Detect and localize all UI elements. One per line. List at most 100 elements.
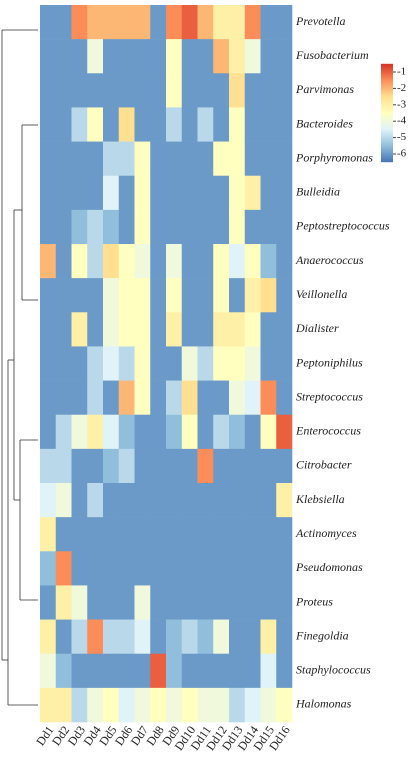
heat-cell <box>197 517 214 552</box>
heat-cell <box>197 175 214 211</box>
heat-cell <box>87 141 104 177</box>
heat-cell <box>118 380 135 416</box>
heat-cell <box>118 73 135 108</box>
heat-cell <box>229 448 246 484</box>
row-label: Pseudomonas <box>295 560 363 574</box>
heat-cell <box>166 175 183 211</box>
row-label: Staphylococcus <box>296 663 371 677</box>
heat-cell <box>276 244 293 279</box>
heat-cell <box>229 73 246 108</box>
row-label: Anaerococcus <box>295 253 364 267</box>
heat-cell <box>276 175 293 211</box>
heat-cell <box>166 448 183 484</box>
heat-cell <box>213 380 230 416</box>
heat-cell <box>55 39 72 74</box>
heat-cell <box>103 551 120 586</box>
heat-cell <box>181 244 198 279</box>
heat-cell <box>150 5 167 40</box>
heat-cell <box>118 585 135 620</box>
heat-cell <box>229 39 246 74</box>
heat-cell <box>103 312 120 347</box>
heat-cell <box>87 107 104 142</box>
heat-cell <box>150 73 167 108</box>
heat-cell <box>40 141 57 177</box>
heat-cell <box>55 312 72 347</box>
colorbar-tick-label: -2 <box>397 82 406 94</box>
heat-cell <box>166 619 183 655</box>
heat-cell <box>197 244 214 279</box>
heat-cell <box>229 380 246 416</box>
heat-cell <box>134 551 151 586</box>
row-label: Actinomyces <box>295 526 357 540</box>
heat-cell <box>166 380 183 416</box>
heat-cell <box>244 278 261 313</box>
heat-cell <box>134 687 151 723</box>
heat-cell <box>55 448 72 484</box>
heat-cell <box>103 209 120 245</box>
heat-cell <box>276 209 293 245</box>
heat-cell <box>40 175 57 211</box>
heat-cell <box>244 448 261 484</box>
heat-cell <box>229 278 246 313</box>
heat-cell <box>118 244 135 279</box>
heat-cell <box>181 107 198 142</box>
heat-cell <box>87 414 104 450</box>
row-label: Citrobacter <box>296 458 352 472</box>
row-label: Prevotella <box>295 14 346 28</box>
heat-cell <box>229 687 246 723</box>
heat-cell <box>40 585 57 620</box>
heat-cell <box>87 175 104 211</box>
heat-cell <box>87 39 104 74</box>
colorbar-tick-label: -3 <box>397 98 407 110</box>
heat-cell <box>276 448 293 484</box>
heat-cell <box>197 414 214 450</box>
heat-cell <box>118 107 135 142</box>
heat-cell <box>134 209 151 245</box>
row-label: Proteus <box>295 594 333 608</box>
heat-cell <box>166 653 183 689</box>
heat-cell <box>276 39 293 74</box>
heat-cell <box>71 619 88 655</box>
heat-cell <box>103 687 120 723</box>
heat-cell <box>197 619 214 655</box>
heat-cell <box>150 517 167 552</box>
heat-cell <box>55 551 72 586</box>
heat-cell <box>134 517 151 552</box>
heat-cell <box>150 619 167 655</box>
heat-cell <box>197 107 214 142</box>
heat-cell <box>134 414 151 450</box>
heat-cell <box>71 278 88 313</box>
heat-cell <box>150 244 167 279</box>
heat-cell <box>55 483 72 518</box>
heat-cell <box>260 107 277 142</box>
heat-cell <box>213 653 230 689</box>
heat-cell <box>229 517 246 552</box>
heat-cell <box>103 5 120 40</box>
heat-cell <box>103 517 120 552</box>
heat-cell <box>103 585 120 620</box>
heat-cell <box>181 483 198 518</box>
heat-cell <box>213 244 230 279</box>
heat-cell <box>181 653 198 689</box>
heat-cell <box>40 687 57 723</box>
heat-cell <box>55 687 72 723</box>
heat-cell <box>260 380 277 416</box>
heat-cell <box>71 551 88 586</box>
heat-cell <box>150 107 167 142</box>
heat-cell <box>181 39 198 74</box>
heat-cell <box>150 312 167 347</box>
row-label: Klebsiella <box>295 492 345 506</box>
heat-cell <box>150 209 167 245</box>
heat-cell <box>55 5 72 40</box>
heat-cell <box>103 619 120 655</box>
heat-cell <box>213 141 230 177</box>
heat-cell <box>71 380 88 416</box>
heat-cell <box>87 551 104 586</box>
heat-cell <box>260 312 277 347</box>
heat-cell <box>118 517 135 552</box>
heat-cell <box>260 244 277 279</box>
heat-cell <box>71 141 88 177</box>
colorbar <box>381 63 393 163</box>
heat-cell <box>260 619 277 655</box>
heat-cell <box>87 517 104 552</box>
